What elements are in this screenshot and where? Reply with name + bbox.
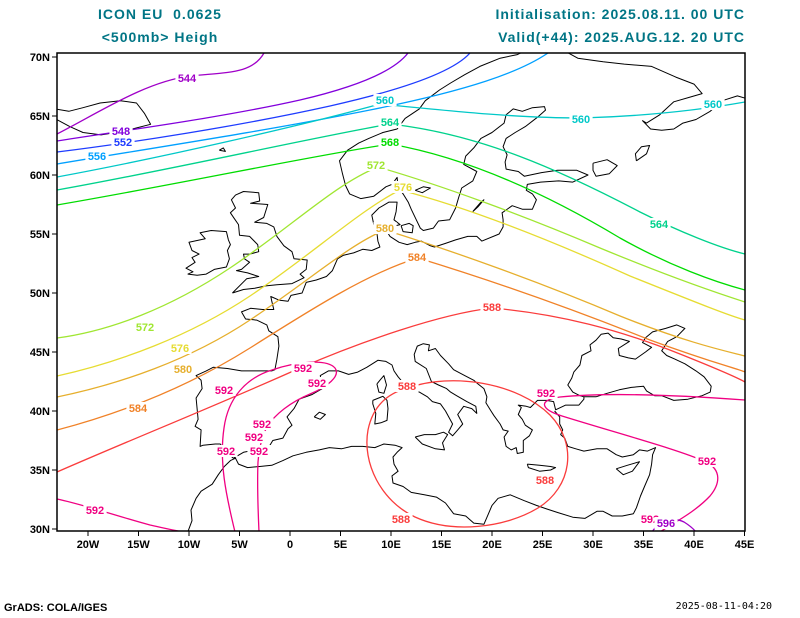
lon-tick-label: 20W bbox=[77, 539, 100, 551]
contour-label: 560 bbox=[376, 95, 394, 107]
lat-tick-label: 45N bbox=[30, 347, 50, 359]
contour-label: 584 bbox=[129, 403, 148, 415]
axes: 20W 15W 10W 5W 0 5E 10E 15E 20E 25E 30E 35E 40E 45E 70… bbox=[30, 52, 754, 551]
contour-label: 560 bbox=[572, 114, 590, 126]
lat-tick-label: 30N bbox=[30, 524, 50, 536]
contour-label: 560 bbox=[704, 99, 722, 111]
model-title: ICON EU 0.0625 bbox=[98, 6, 222, 22]
grads-stamp: GrADS: COLA/IGES bbox=[4, 602, 108, 614]
creation-timestamp: 2025-08-11-04:20 bbox=[675, 601, 772, 612]
lon-tick-label: 30E bbox=[583, 539, 603, 551]
lat-tick-label: 70N bbox=[30, 52, 50, 64]
lat-tick-label: 60N bbox=[30, 170, 50, 182]
contour-label: 588 bbox=[536, 475, 554, 487]
lon-tick-label: 40E bbox=[684, 539, 704, 551]
contour-label: 548 bbox=[112, 126, 130, 138]
contour-label: 592 bbox=[294, 363, 312, 375]
lon-tick-label: 45E bbox=[735, 539, 755, 551]
lat-tick-label: 65N bbox=[30, 111, 50, 123]
contour-label: 592 bbox=[698, 456, 716, 468]
field-title: <500mb> Heigh bbox=[101, 29, 219, 45]
init-time-label: Initialisation: 2025.08.11. 00 UTC bbox=[495, 6, 745, 22]
lon-tick-label: 10W bbox=[178, 539, 201, 551]
lon-tick-label: 5W bbox=[231, 539, 248, 551]
contour-label: 576 bbox=[394, 182, 412, 194]
lat-tick-label: 50N bbox=[30, 288, 50, 300]
contour-label: 588 bbox=[483, 302, 501, 314]
contour-label: 592 bbox=[86, 505, 104, 517]
coastlines bbox=[57, 53, 745, 531]
lat-tick-label: 55N bbox=[30, 229, 50, 241]
contour-label: 584 bbox=[408, 252, 427, 264]
contour-label: 552 bbox=[114, 137, 132, 149]
lon-tick-label: 10E bbox=[381, 539, 401, 551]
lat-tick-label: 35N bbox=[30, 465, 50, 477]
lat-tick-label: 40N bbox=[30, 406, 50, 418]
contour-label: 572 bbox=[136, 322, 154, 334]
contour-label: 564 bbox=[381, 117, 400, 129]
lon-tick-label: 0 bbox=[287, 539, 293, 551]
contour-label: 592 bbox=[215, 385, 233, 397]
lon-tick-label: 20E bbox=[482, 539, 502, 551]
contour-label: 596 bbox=[657, 518, 675, 530]
lon-tick-label: 25E bbox=[533, 539, 553, 551]
map-frame bbox=[56, 52, 746, 532]
contour-label: 576 bbox=[171, 343, 189, 355]
contour-label: 580 bbox=[174, 364, 192, 376]
contour-label: 544 bbox=[178, 73, 197, 85]
lon-tick-label: 15E bbox=[432, 539, 452, 551]
contour-label: 592 bbox=[217, 446, 235, 458]
contour-label: 564 bbox=[650, 219, 669, 231]
contour-label: 592 bbox=[253, 419, 271, 431]
contour-label: 592 bbox=[245, 432, 263, 444]
lon-tick-label: 5E bbox=[334, 539, 347, 551]
contour-label: 556 bbox=[88, 151, 106, 163]
lon-tick-label: 15W bbox=[127, 539, 150, 551]
contour-label: 592 bbox=[250, 446, 268, 458]
contour-label: 580 bbox=[376, 223, 394, 235]
contour-label: 588 bbox=[398, 381, 416, 393]
lon-tick-label: 35E bbox=[634, 539, 654, 551]
contour-label: 572 bbox=[367, 160, 385, 172]
contour-label: 592 bbox=[537, 388, 555, 400]
valid-time-label: Valid(+44): 2025.AUG.12. 20 UTC bbox=[498, 29, 745, 45]
contour-label: 592 bbox=[308, 378, 326, 390]
contour-label: 588 bbox=[392, 514, 410, 526]
contour-label: 568 bbox=[381, 137, 399, 149]
